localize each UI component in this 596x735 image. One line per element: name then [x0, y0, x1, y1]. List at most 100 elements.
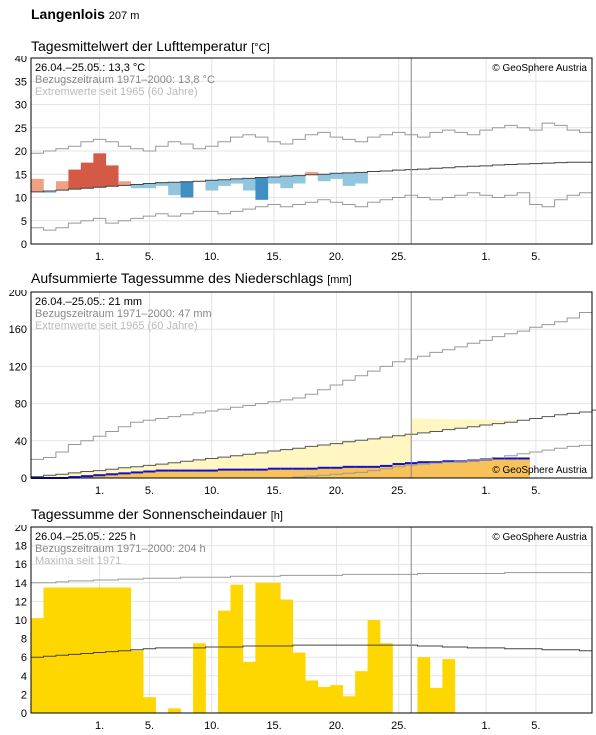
copyright-label: © GeoSphere Austria	[492, 532, 587, 543]
y-tick-label: 0	[21, 239, 27, 251]
actual-precip-bar	[380, 465, 393, 478]
x-tick-label: 25.	[391, 485, 406, 497]
actual-precip-bar	[242, 469, 256, 478]
y-tick-label: 2	[21, 689, 27, 701]
sunshine-bar	[317, 686, 331, 713]
actual-precip-bar	[492, 457, 506, 478]
sunshine-bar	[255, 582, 269, 713]
normal-line	[31, 409, 596, 478]
sunshine-bar	[55, 587, 69, 713]
sunshine-bar	[193, 643, 206, 713]
temperature-chart: 0 5 10 15 20 25 30 35 40 1. 5. 10. 15. 20. 25. 1. 5. 26.0…	[15, 56, 593, 263]
legend-line-2: Maxima seit 1971	[35, 555, 121, 567]
actual-precip-bar	[517, 457, 530, 478]
copyright-label: © GeoSphere Austria	[492, 63, 587, 74]
sunshine-bar	[292, 652, 306, 713]
actual-precip-bar	[504, 457, 518, 478]
temperature-title: Tagesmittelwert der Lufttemperatur [°C]	[31, 38, 270, 54]
sunshine-bar	[43, 587, 57, 713]
sunshine-bar	[330, 685, 343, 713]
actual-precip-bar	[155, 470, 169, 478]
plot-frame	[30, 57, 593, 245]
y-tick-label: 5	[21, 216, 27, 228]
temp-anomaly-bar	[130, 184, 144, 189]
temp-anomaly-bar	[143, 183, 156, 189]
x-tick-label: 1.	[95, 251, 104, 263]
temp-anomaly-bar	[305, 171, 319, 175]
temp-anomaly-bar	[255, 177, 269, 200]
x-tick-label: 10.	[204, 720, 219, 732]
temp-anomaly-bar	[330, 173, 343, 179]
maxima-line	[31, 572, 592, 584]
station-name: Langenlois	[31, 6, 105, 22]
y-tick-label: 80	[15, 399, 27, 411]
y-tick-label: 10	[15, 615, 27, 627]
y-tick-label: 30	[15, 100, 27, 112]
x-tick-label: 1.	[481, 720, 490, 732]
normal-line	[31, 161, 592, 193]
x-tick-label: 15.	[266, 720, 281, 732]
sunshine-title: Tagessumme der Sonnenscheindauer [h]	[31, 506, 283, 522]
actual-precip-bar	[218, 469, 231, 478]
actual-precip-bar	[454, 460, 468, 478]
temp-anomaly-bar	[230, 178, 244, 184]
actual-precip-bar	[429, 461, 443, 478]
actual-precip-bar	[130, 471, 144, 478]
sunshine-bar	[93, 587, 107, 713]
legend-line-1: Bezugszeitraum 1971–2000: 204 h	[35, 543, 206, 555]
temp-anomaly-bar	[31, 178, 44, 192]
temp-anomaly-bar	[105, 165, 119, 187]
sunshine-bar	[380, 643, 393, 713]
temp-anomaly-bar	[267, 177, 281, 184]
precipitation-title: Aufsummierte Tagessumme des Niederschlag…	[31, 270, 352, 286]
x-tick-label: 5.	[145, 485, 154, 497]
y-tick-label: 8	[21, 634, 27, 646]
temp-anomaly-bar	[280, 176, 294, 189]
temp-anomaly-bar	[55, 181, 69, 191]
sunshine-bar	[305, 680, 319, 713]
sunshine-bar	[31, 618, 44, 713]
temp-anomaly-bar	[180, 181, 194, 198]
temp-anomaly-bar	[155, 182, 169, 186]
station-header: Langenlois 207 m	[31, 6, 139, 22]
legend-line-1: Bezugszeitraum 1971–2000: 13,8 °C	[35, 74, 215, 86]
sunshine-bar	[442, 659, 456, 713]
x-tick-label: 5.	[531, 720, 540, 732]
temp-anomaly-bar	[317, 174, 331, 182]
temp-anomaly-bar	[168, 182, 181, 196]
temp-anomaly-bar	[43, 190, 57, 193]
y-tick-label: 35	[15, 76, 27, 88]
legend-line-2: Extremwerte seit 1965 (60 Jahre)	[35, 86, 198, 98]
y-tick-label: 15	[15, 169, 27, 181]
sunshine-bar	[105, 587, 119, 713]
x-tick-label: 1.	[95, 485, 104, 497]
actual-precip-bar	[342, 466, 356, 478]
sunshine-bar	[367, 620, 381, 713]
sunshine-bar	[280, 599, 294, 713]
actual-precip-bar	[280, 468, 294, 478]
temp-anomaly-bar	[218, 179, 231, 186]
x-tick-label: 5.	[531, 485, 540, 497]
temp-anomaly-bar	[242, 178, 256, 191]
legend-line-0: 26.04.–25.05.: 225 h	[35, 531, 136, 543]
actual-precip-bar	[417, 461, 431, 478]
actual-precip-bar	[267, 468, 281, 478]
actual-precip-bar	[143, 470, 156, 478]
temp-anomaly-bar	[342, 172, 356, 186]
temp-anomaly-bar	[118, 181, 132, 186]
sunshine-bar	[342, 696, 356, 713]
x-tick-label: 10.	[204, 485, 219, 497]
actual-precip-bar	[392, 463, 406, 478]
x-tick-label: 20.	[329, 720, 344, 732]
y-tick-label: 0	[21, 708, 27, 720]
y-tick-label: 16	[15, 559, 27, 571]
sunshine-bar	[429, 687, 443, 713]
sunshine-bar	[355, 671, 368, 713]
actual-precip-bar	[118, 472, 132, 478]
legend-line-2: Extremwerte seit 1965 (60 Jahre)	[35, 320, 198, 332]
x-tick-label: 5.	[145, 720, 154, 732]
actual-precip-bar	[193, 470, 206, 478]
y-tick-label: 120	[9, 361, 27, 373]
actual-precip-bar	[479, 458, 493, 478]
